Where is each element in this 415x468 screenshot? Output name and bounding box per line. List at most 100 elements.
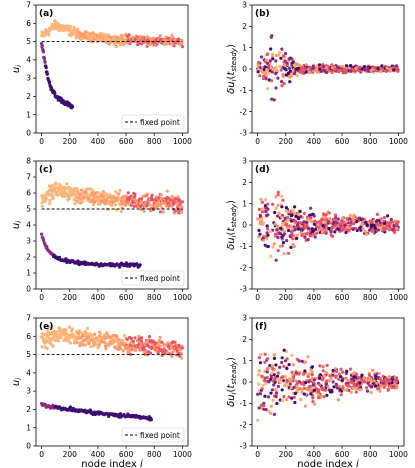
- data-point: [267, 64, 271, 68]
- data-point: [391, 220, 395, 224]
- data-point: [352, 217, 356, 221]
- data-point: [267, 366, 271, 370]
- x-tick-label: 200: [63, 450, 78, 459]
- data-point: [302, 211, 306, 215]
- data-point: [330, 63, 334, 67]
- data-point: [395, 64, 399, 68]
- data-point: [386, 214, 390, 218]
- data-point: [395, 226, 399, 231]
- data-point: [372, 223, 376, 227]
- data-point: [158, 344, 163, 348]
- data-point: [279, 68, 283, 72]
- data-point: [260, 200, 264, 204]
- data-point: [317, 67, 322, 71]
- data-point: [276, 224, 280, 228]
- data-point: [45, 346, 49, 351]
- y-tick-label: 2: [242, 178, 247, 187]
- data-point: [334, 374, 338, 378]
- data-point: [338, 388, 342, 392]
- data-point: [324, 70, 329, 75]
- data-point: [44, 196, 48, 200]
- data-point: [180, 45, 184, 49]
- data-point: [343, 223, 347, 227]
- data-point: [315, 70, 319, 74]
- data-point: [258, 213, 262, 217]
- data-point: [287, 57, 291, 61]
- data-point: [293, 71, 297, 76]
- y-tick-label: 3: [242, 314, 247, 323]
- data-point: [373, 226, 377, 230]
- data-point: [369, 380, 373, 384]
- panel-label: (a): [39, 9, 53, 19]
- data-point: [180, 200, 184, 204]
- scatter-points: [40, 19, 184, 110]
- data-point: [270, 52, 275, 56]
- y-axis-label: ui: [11, 378, 23, 386]
- data-point: [263, 65, 267, 69]
- data-point: [290, 370, 294, 374]
- data-point: [42, 56, 47, 61]
- data-point: [142, 209, 146, 213]
- data-point: [257, 60, 261, 64]
- data-point: [265, 61, 269, 65]
- data-point: [322, 212, 326, 216]
- data-point: [156, 342, 161, 346]
- data-point: [390, 375, 395, 380]
- data-point: [374, 374, 378, 378]
- data-point: [288, 379, 292, 383]
- data-point: [179, 210, 183, 214]
- x-tick-label: 400: [91, 450, 106, 459]
- y-tick-label: 4: [26, 221, 31, 230]
- data-point: [307, 385, 311, 389]
- data-point: [307, 372, 311, 376]
- data-point: [111, 200, 115, 204]
- data-point: [257, 207, 261, 211]
- data-point: [318, 364, 322, 368]
- data-point: [370, 229, 374, 233]
- data-point: [311, 229, 315, 234]
- data-point: [56, 193, 60, 197]
- data-point: [302, 220, 306, 224]
- scatter-points: [40, 325, 184, 422]
- data-point: [276, 235, 280, 240]
- data-point: [264, 209, 268, 214]
- data-point: [129, 336, 133, 341]
- data-point: [149, 418, 153, 422]
- data-point: [296, 223, 300, 227]
- data-point: [331, 222, 335, 226]
- data-point: [51, 344, 55, 348]
- data-point: [133, 195, 137, 199]
- data-point: [340, 217, 345, 221]
- data-point: [53, 186, 57, 190]
- data-point: [295, 73, 299, 78]
- data-point: [66, 339, 71, 343]
- data-point: [280, 215, 284, 219]
- data-point: [96, 198, 100, 203]
- x-tick-label: 200: [279, 293, 294, 302]
- data-point: [306, 355, 310, 359]
- data-point: [172, 44, 176, 48]
- data-point: [334, 218, 338, 222]
- data-point: [275, 206, 279, 210]
- x-tick-label: 400: [91, 137, 106, 146]
- data-point: [68, 405, 72, 409]
- data-point: [262, 401, 266, 405]
- data-point: [276, 377, 280, 381]
- data-point: [41, 50, 46, 54]
- data-point: [302, 68, 306, 73]
- data-point: [314, 225, 318, 229]
- x-tick-label: 1000: [173, 450, 192, 459]
- data-point: [319, 227, 323, 231]
- data-point: [126, 191, 130, 195]
- data-point: [369, 224, 373, 228]
- data-point: [265, 236, 269, 240]
- y-tick-label: 4: [26, 368, 31, 377]
- data-point: [274, 391, 278, 395]
- data-point: [376, 387, 380, 391]
- data-point: [257, 369, 261, 373]
- data-point: [324, 382, 328, 386]
- data-point: [269, 377, 273, 382]
- plot-frame: [35, 317, 189, 447]
- data-point: [262, 70, 266, 75]
- data-point: [65, 182, 69, 186]
